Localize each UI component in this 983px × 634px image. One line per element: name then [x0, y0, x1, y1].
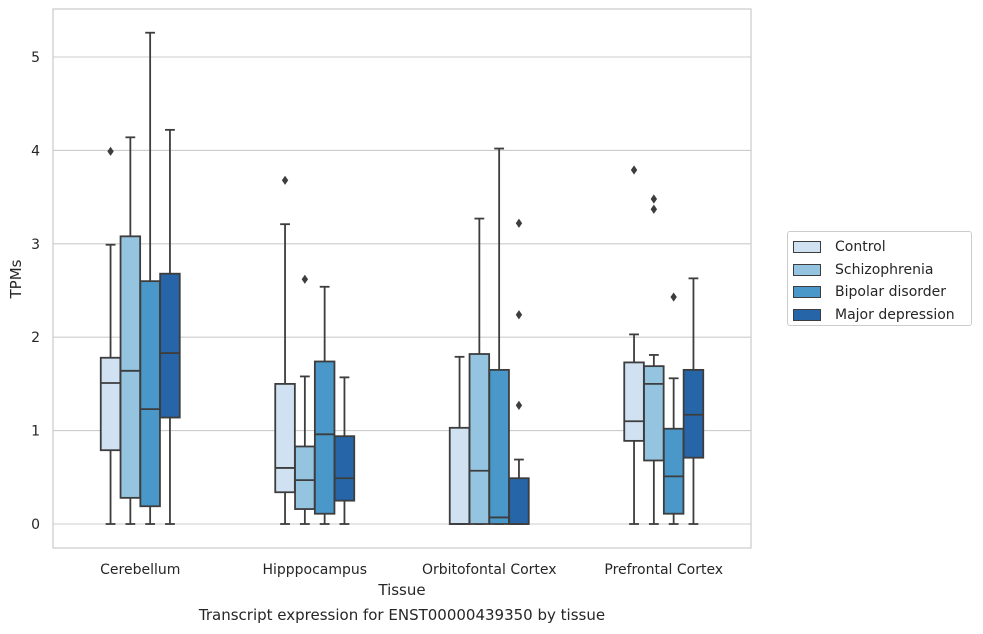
legend-label: Bipolar disorder [835, 284, 947, 301]
iqr-box [682, 368, 705, 459]
iqr-box [333, 435, 356, 502]
box-control [623, 165, 645, 525]
box-major-depression [682, 277, 705, 525]
box-schizophrenia [468, 217, 491, 525]
outlier-point [650, 204, 658, 214]
y-tick-label: 2 [31, 330, 40, 346]
iqr-box [468, 353, 491, 525]
box-major-depression [508, 218, 530, 525]
outlier-point [107, 146, 114, 156]
iqr-box [662, 427, 685, 515]
iqr-box [508, 477, 530, 525]
iqr-box [448, 426, 471, 525]
iqr-box [119, 235, 142, 499]
outlier-point [630, 165, 638, 175]
x-tick-label: Orbitofontal Cortex [422, 562, 557, 578]
x-tick-label: Hipppocampus [262, 562, 367, 578]
iqr-box [643, 365, 665, 462]
outlier-point [515, 310, 523, 320]
box-bipolar-disorder [488, 147, 510, 525]
legend-item: Schizophrenia [793, 259, 971, 282]
box-major-depression [159, 128, 181, 525]
iqr-box [139, 280, 161, 508]
box-control [274, 175, 296, 525]
x-axis-label: Tissue [377, 581, 425, 599]
box-major-depression [333, 376, 356, 525]
outlier-point [515, 218, 523, 228]
iqr-box [623, 361, 645, 442]
legend: Control Schizophrenia Bipolar disorder Majo… [787, 231, 972, 326]
legend-label: Major depression [835, 306, 955, 323]
box-series [99, 31, 705, 525]
chart-caption: Transcript expression for ENST0000043935… [198, 606, 606, 624]
iqr-box [488, 368, 510, 525]
legend-label: Schizophrenia [835, 261, 934, 278]
outlier-point [670, 292, 677, 302]
box-bipolar-disorder [662, 292, 685, 525]
y-tick-label: 1 [31, 424, 40, 440]
x-tick-label: Cerebellum [100, 562, 180, 578]
box-bipolar-disorder [313, 285, 336, 525]
plot-frame [52, 8, 752, 549]
iqr-box [313, 360, 336, 515]
box-schizophrenia [643, 194, 665, 525]
legend-item: Major depression [793, 304, 971, 327]
outlier-point [650, 194, 658, 204]
box-control [448, 355, 471, 525]
y-tick-label: 4 [31, 143, 40, 159]
y-tick-label: 0 [31, 517, 40, 533]
y-tick-label: 3 [31, 237, 40, 253]
legend-item: Bipolar disorder [793, 281, 971, 304]
iqr-box [274, 382, 296, 494]
axis-ticks: 0 1 2 3 4 5 Cerebellum Hipppocampus Orbitofontal… [31, 50, 723, 578]
iqr-box [159, 272, 181, 419]
outlier-point [301, 274, 309, 284]
legend-swatch [793, 241, 821, 254]
box-control [99, 146, 122, 525]
legend-item: Control [793, 236, 971, 259]
iqr-box [99, 356, 122, 452]
legend-swatch [793, 263, 821, 276]
outlier-point [281, 175, 289, 185]
outlier-point [515, 400, 523, 410]
y-axis-label: TPMs [7, 259, 25, 299]
box-bipolar-disorder [139, 31, 161, 525]
y-tick-label: 5 [31, 50, 40, 66]
box-schizophrenia [119, 136, 142, 525]
legend-label: Control [835, 239, 886, 256]
iqr-box [294, 445, 316, 510]
legend-swatch [793, 286, 821, 299]
legend-swatch [793, 308, 821, 321]
box-schizophrenia [294, 274, 316, 525]
x-tick-label: Prefrontal Cortex [604, 562, 723, 578]
